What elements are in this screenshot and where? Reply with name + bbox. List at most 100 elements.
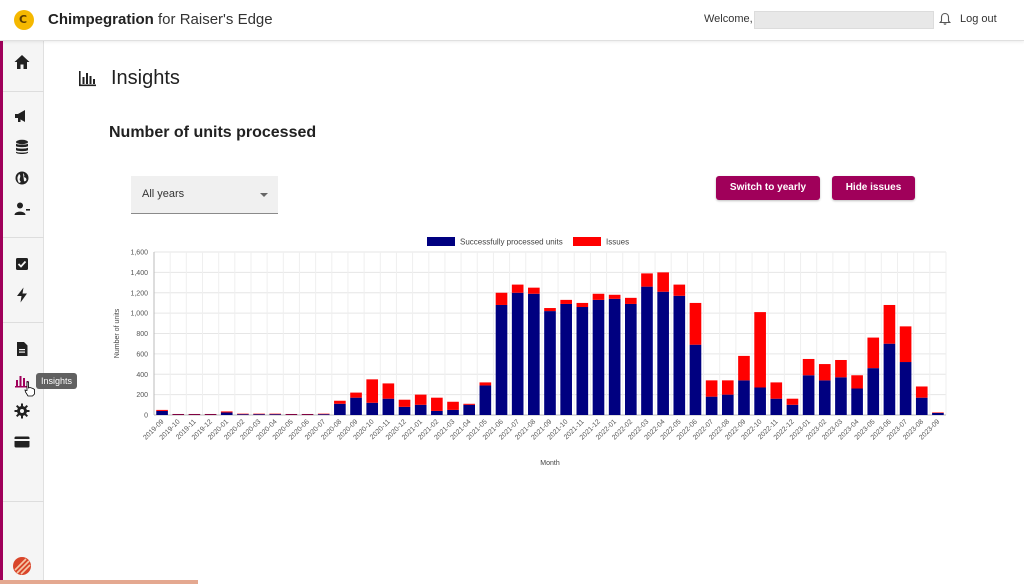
document-icon[interactable] xyxy=(13,340,31,358)
bar-issues xyxy=(398,399,411,407)
bar-issues xyxy=(915,386,928,398)
chevron-down-icon xyxy=(260,193,268,197)
hide-issues-button[interactable]: Hide issues xyxy=(832,176,915,200)
logout-link[interactable]: Log out xyxy=(960,13,997,25)
legend-swatch-success xyxy=(427,237,455,246)
bar-success xyxy=(431,410,443,415)
bar-issues xyxy=(204,413,217,415)
sidebar-divider xyxy=(3,322,44,323)
bar-success xyxy=(220,412,233,415)
insights-tooltip: Insights xyxy=(36,373,78,389)
bar-issues xyxy=(220,411,233,413)
bar-issues xyxy=(317,413,330,415)
lightning-icon[interactable] xyxy=(13,286,31,304)
bar-issues xyxy=(560,299,572,304)
bar-success xyxy=(932,412,944,415)
year-filter-select[interactable]: All years xyxy=(131,176,278,214)
y-tick-label: 1,200 xyxy=(130,290,148,297)
app-name: Chimpegration xyxy=(48,11,154,28)
bar-issues xyxy=(269,413,282,415)
bar-success xyxy=(673,295,686,415)
checkbox-icon[interactable] xyxy=(13,255,31,273)
bar-issues xyxy=(851,375,863,389)
megaphone-icon[interactable] xyxy=(13,107,31,125)
bar-success xyxy=(883,343,896,415)
bar-issues xyxy=(883,304,896,344)
bar-success xyxy=(301,414,314,415)
legend-swatch-issues xyxy=(573,237,601,246)
bar-success xyxy=(285,414,298,415)
bar-success xyxy=(657,291,669,415)
y-axis-title: Number of units xyxy=(114,308,121,358)
y-tick-label: 200 xyxy=(136,392,148,399)
legend-label-issues: Issues xyxy=(606,238,629,247)
bar-issues xyxy=(624,297,637,304)
gear-icon[interactable] xyxy=(13,402,31,420)
bar-issues xyxy=(156,409,168,411)
bar-success xyxy=(835,377,847,415)
bar-issues xyxy=(237,413,249,415)
bar-issues xyxy=(689,302,702,345)
bar-issues xyxy=(528,287,540,294)
bar-success xyxy=(156,410,168,415)
bar-success xyxy=(528,293,540,415)
sidebar-divider xyxy=(3,237,44,238)
bar-issues xyxy=(754,312,766,388)
bar-issues xyxy=(431,397,443,411)
sidebar xyxy=(0,41,44,584)
bar-issues xyxy=(641,273,653,287)
bar-issues xyxy=(382,383,395,399)
bar-success xyxy=(382,398,395,415)
bar-success xyxy=(738,380,750,415)
y-tick-label: 800 xyxy=(136,331,148,338)
user-minus-icon[interactable] xyxy=(13,200,31,218)
bar-success xyxy=(317,414,330,415)
bar-issues xyxy=(673,284,686,296)
app-logo-icon[interactable]: C xyxy=(14,10,34,30)
home-icon[interactable] xyxy=(13,53,31,71)
database-icon[interactable] xyxy=(13,138,31,156)
bell-icon[interactable] xyxy=(938,12,952,26)
hand-cursor-icon xyxy=(24,381,35,397)
section-title: Number of units processed xyxy=(109,124,317,141)
y-tick-label: 1,600 xyxy=(130,250,148,257)
globe-icon[interactable] xyxy=(13,169,31,187)
brand-logo-icon xyxy=(13,557,31,575)
bar-issues xyxy=(705,380,718,397)
y-tick-label: 1,400 xyxy=(130,270,148,277)
bar-success xyxy=(786,404,799,415)
bar-issues xyxy=(608,294,621,299)
bar-issues xyxy=(738,355,750,381)
bar-success xyxy=(770,398,783,415)
bar-success xyxy=(334,403,346,415)
bar-success xyxy=(608,298,621,415)
bar-issues xyxy=(172,413,185,415)
bar-issues xyxy=(414,394,427,405)
bar-success xyxy=(172,414,185,415)
bar-issues xyxy=(899,326,912,363)
bar-success xyxy=(253,414,265,415)
bar-issues xyxy=(463,403,476,405)
top-bar: C Chimpegration for Raiser's Edge Welcom… xyxy=(0,0,1024,41)
bar-success xyxy=(802,375,815,415)
bar-success xyxy=(398,406,411,415)
bar-success xyxy=(818,380,831,415)
bar-success xyxy=(915,397,928,415)
bar-issues xyxy=(576,302,589,308)
bar-success xyxy=(705,396,718,415)
bar-issues xyxy=(818,364,831,381)
bar-success xyxy=(867,368,880,415)
units-processed-chart: 02004006008001,0001,2001,4001,6002019-09… xyxy=(114,237,947,467)
user-name-redacted xyxy=(754,11,934,29)
bar-success xyxy=(899,362,912,415)
year-filter-value: All years xyxy=(142,188,185,200)
credit-card-icon[interactable] xyxy=(13,433,31,451)
switch-to-yearly-button[interactable]: Switch to yearly xyxy=(716,176,820,200)
bar-issues xyxy=(334,400,346,404)
x-axis-title: Month xyxy=(540,460,560,467)
bar-success xyxy=(366,402,379,415)
bar-issues xyxy=(770,382,783,399)
bar-success xyxy=(576,307,589,415)
bar-success xyxy=(592,299,605,415)
bar-success xyxy=(237,414,249,415)
